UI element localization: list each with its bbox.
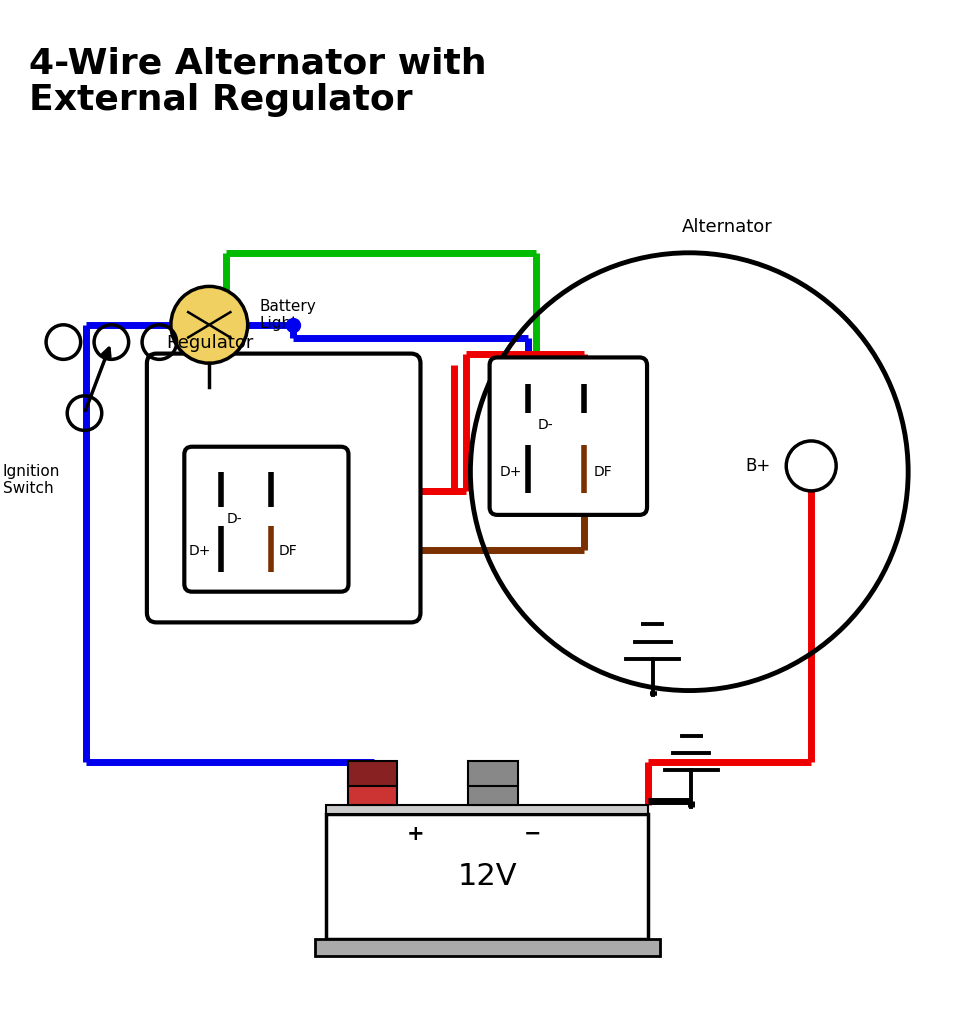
Text: B+: B+: [746, 457, 771, 475]
Text: 12V: 12V: [457, 862, 517, 891]
Text: +: +: [407, 824, 424, 844]
Text: DF: DF: [593, 465, 612, 478]
Circle shape: [171, 287, 248, 364]
Text: 4-Wire Alternator with
External Regulator: 4-Wire Alternator with External Regulato…: [29, 46, 487, 117]
Text: D-: D-: [538, 418, 553, 432]
Text: D-: D-: [227, 512, 242, 526]
FancyBboxPatch shape: [348, 780, 397, 805]
Text: Battery
Light: Battery Light: [259, 299, 316, 331]
Text: Regulator: Regulator: [166, 334, 253, 351]
Text: Ignition
Switch: Ignition Switch: [3, 464, 60, 497]
FancyBboxPatch shape: [184, 446, 348, 592]
FancyBboxPatch shape: [315, 939, 660, 956]
FancyBboxPatch shape: [468, 761, 518, 785]
FancyBboxPatch shape: [326, 814, 648, 939]
FancyBboxPatch shape: [147, 353, 420, 623]
Text: D+: D+: [499, 465, 521, 478]
FancyBboxPatch shape: [490, 357, 647, 515]
Text: Alternator: Alternator: [683, 217, 773, 236]
Text: D+: D+: [188, 545, 210, 558]
FancyBboxPatch shape: [468, 780, 518, 805]
FancyBboxPatch shape: [348, 761, 397, 785]
Text: DF: DF: [278, 545, 298, 558]
Text: −: −: [524, 824, 541, 844]
FancyBboxPatch shape: [326, 805, 648, 814]
